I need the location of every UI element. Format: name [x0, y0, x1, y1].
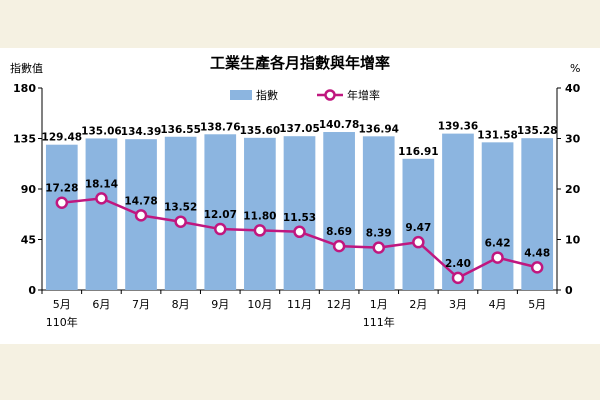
line-point	[55, 196, 69, 209]
x-tick-label: 5月	[53, 298, 71, 311]
chart-panel: 工業生產各月指數與年增率 指數值 % 指數 年增率 0 45 90 135 180 0 10…	[0, 48, 600, 344]
legend-swatch-bars	[230, 90, 252, 100]
bar-value-label: 135.28	[517, 125, 558, 137]
line-value-label: 11.80	[243, 210, 276, 222]
right-tick-label: 20	[565, 183, 581, 196]
line-value-label: 9.47	[405, 222, 431, 234]
bar	[204, 134, 237, 290]
line-value-label: 6.42	[485, 238, 511, 250]
bar-value-label: 137.05	[279, 123, 320, 135]
bar	[164, 136, 197, 290]
bar	[85, 138, 118, 290]
bar-value-label: 134.39	[121, 126, 162, 138]
bar-value-label: 138.76	[200, 121, 241, 133]
bar-value-label: 140.78	[319, 119, 360, 131]
line-point	[372, 241, 385, 254]
line-point	[491, 251, 504, 264]
x-tick-label: 6月	[92, 298, 110, 311]
bar-value-label: 131.58	[477, 129, 518, 141]
x-tick-label: 3月	[449, 298, 467, 311]
bar-value-label: 129.48	[42, 132, 83, 144]
x-tick-label: 4月	[489, 298, 507, 311]
line-value-label: 8.39	[366, 228, 392, 240]
bar	[45, 144, 78, 290]
left-tick-label: 45	[21, 234, 36, 247]
x-tick-label: 7月	[132, 298, 150, 311]
line-value-label: 17.28	[45, 183, 78, 195]
line-value-label: 4.48	[524, 247, 550, 259]
line-point	[95, 192, 108, 205]
bar	[481, 142, 514, 290]
bar-value-label: 136.55	[160, 124, 201, 136]
line-point	[451, 271, 465, 285]
line-value-label: 2.40	[445, 258, 471, 270]
right-axis-label: %	[570, 62, 580, 75]
bar	[283, 136, 316, 290]
line-point	[530, 261, 544, 274]
line-point	[174, 215, 187, 228]
bar-value-label: 116.91	[398, 146, 439, 158]
line-value-label: 8.69	[326, 226, 352, 238]
line-value-label: 13.52	[164, 202, 197, 214]
line-value-label: 18.14	[85, 178, 118, 190]
right-tick-label: 30	[565, 133, 581, 146]
bar	[402, 158, 435, 290]
bar-value-label: 136.94	[358, 123, 399, 135]
line-point	[253, 224, 267, 237]
bar	[323, 132, 355, 290]
x-tick-label: 1月	[370, 298, 388, 311]
line-value-label: 12.07	[204, 209, 237, 221]
bar-value-label: 135.60	[240, 125, 281, 137]
x-tick-label: 12月	[327, 298, 352, 311]
line-point	[412, 235, 425, 249]
x-tick-label: 8月	[172, 298, 190, 311]
x-tick-label: 10月	[247, 298, 272, 311]
right-tick-label: 40	[565, 82, 581, 95]
year-label: 110年	[46, 315, 78, 329]
combo-chart: 工業生產各月指數與年增率 指數值 % 指數 年增率 0 45 90 135 180 0 10…	[10, 54, 581, 329]
bar-value-label: 135.06	[81, 125, 122, 137]
right-tick-label: 0	[565, 284, 573, 297]
legend: 指數 年增率	[230, 88, 380, 102]
legend-label-line: 年增率	[347, 88, 380, 102]
legend-label-bars: 指數	[256, 88, 278, 102]
line-value-label: 14.78	[124, 195, 157, 207]
chart-title: 工業生產各月指數與年增率	[210, 54, 390, 72]
right-tick-label: 10	[565, 234, 581, 247]
line-value-label: 11.53	[283, 212, 316, 224]
bar	[442, 133, 474, 290]
bar	[244, 137, 276, 290]
left-tick-label: 135	[13, 133, 36, 146]
line-point	[293, 225, 306, 239]
bar	[362, 136, 395, 290]
x-tick-label: 9月	[211, 298, 229, 311]
left-axis-label: 指數值	[10, 61, 43, 75]
x-tick-label: 5月	[528, 298, 546, 311]
x-tick-label: 11月	[287, 298, 312, 311]
line-point	[134, 209, 148, 222]
x-tick-label: 2月	[409, 298, 427, 311]
year-label: 111年	[363, 315, 395, 329]
line-series	[55, 192, 544, 285]
line-point	[332, 239, 346, 253]
legend-marker-line	[324, 89, 336, 101]
left-tick-label: 0	[28, 284, 36, 297]
axes: 0 45 90 135 180 0 10 20 30 40 5月 6月 7月 8月 9月 10月 11月 12月 1…	[13, 82, 581, 329]
bar-value-label: 139.36	[438, 121, 479, 133]
left-tick-label: 90	[21, 183, 37, 196]
line-point	[214, 222, 227, 236]
left-tick-label: 180	[13, 82, 36, 95]
